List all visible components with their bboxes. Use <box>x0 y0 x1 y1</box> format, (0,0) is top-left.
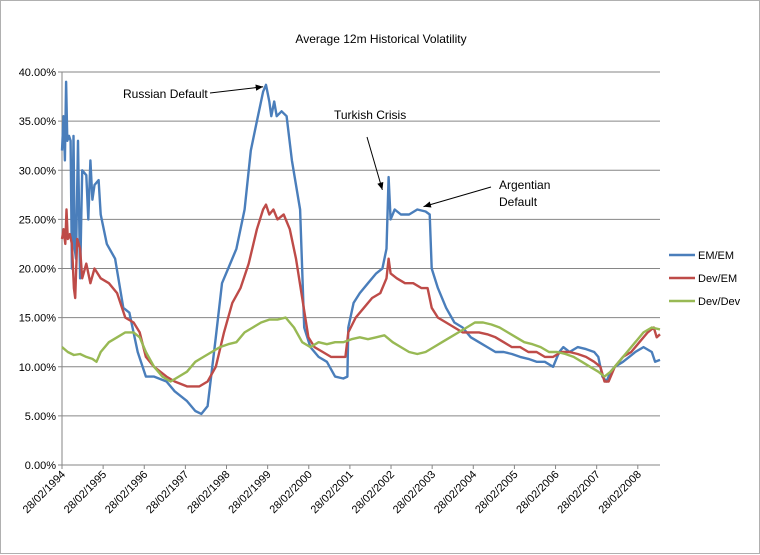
annotation-argentian-arrow <box>423 186 492 208</box>
y-tick-label: 25.00% <box>19 214 57 226</box>
x-tick-label: 28/02/1998 <box>185 469 232 516</box>
x-tick-label: 28/02/1994 <box>21 469 68 516</box>
x-tick-label: 28/02/2006 <box>514 469 561 516</box>
annotation-turkish-arrow <box>366 136 383 191</box>
legend-label: Dev/Dev <box>698 296 741 308</box>
y-tick-label: 15.00% <box>19 313 57 325</box>
annotation-russian-arrow <box>209 86 264 94</box>
legend-label: EM/EM <box>698 250 734 262</box>
series-lines <box>60 80 661 416</box>
legend: EM/EM Dev/EM Dev/Dev <box>669 250 741 308</box>
annotations: Russian Default Turkish Crisis Argentian De… <box>123 84 550 209</box>
annotation-argentian-text: Argentian <box>499 178 550 192</box>
annotation-russian-text: Russian Default <box>123 87 208 101</box>
x-axis-ticks: 28/02/199428/02/199528/02/199628/02/1997… <box>21 465 644 516</box>
x-tick-label: 28/02/2005 <box>473 469 520 516</box>
y-tick-label: 5.00% <box>25 411 56 423</box>
y-tick-label: 40.00% <box>19 67 57 79</box>
y-tick-label: 0.00% <box>25 460 56 472</box>
series-line-dev-dev <box>61 316 661 383</box>
x-tick-label: 28/02/2007 <box>555 469 602 516</box>
annotation-russian-arrowhead <box>255 84 264 91</box>
x-tick-label: 28/02/1995 <box>62 469 109 516</box>
annotation-turkish-text: Turkish Crisis <box>334 108 406 122</box>
gridlines <box>62 71 660 417</box>
y-tick-label: 20.00% <box>19 264 57 276</box>
y-tick-label: 10.00% <box>19 362 57 374</box>
series-line-em-em <box>60 80 661 416</box>
x-tick-label: 28/02/2008 <box>596 469 643 516</box>
y-tick-label: 30.00% <box>19 165 57 177</box>
x-tick-label: 28/02/2001 <box>309 469 356 516</box>
annotation-turkish-arrowhead <box>377 181 384 190</box>
legend-label: Dev/EM <box>698 273 737 285</box>
chart-title: Average 12m Historical Volatility <box>295 32 466 46</box>
x-tick-label: 28/02/2003 <box>391 469 438 516</box>
y-axis-ticks: 0.00% 5.00% 10.00% 15.00% 20.00% 25.00% 30.00%… <box>19 67 62 472</box>
x-tick-label: 28/02/1996 <box>103 469 150 516</box>
series-line-dev-em <box>60 203 661 388</box>
x-tick-label: 28/02/2000 <box>267 469 314 516</box>
annotation-argentian-text: Default <box>499 195 538 209</box>
x-tick-label: 28/02/1999 <box>226 469 273 516</box>
x-tick-label: 28/02/2004 <box>432 469 479 516</box>
x-tick-label: 28/02/2002 <box>350 469 397 516</box>
annotation-argentian-arrowhead <box>423 201 432 208</box>
x-tick-label: 28/02/1997 <box>144 469 191 516</box>
y-tick-label: 35.00% <box>19 116 57 128</box>
